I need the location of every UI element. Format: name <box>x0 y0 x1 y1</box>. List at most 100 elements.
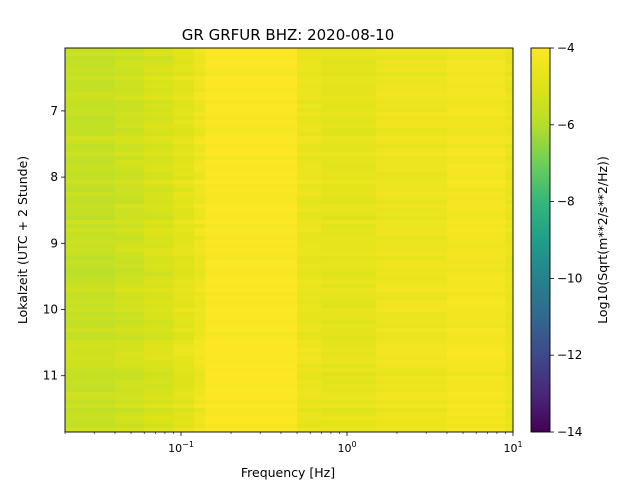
heatmap-cell <box>194 88 206 93</box>
heatmap-cell <box>297 68 322 73</box>
heatmap-cell <box>144 248 175 253</box>
heatmap-cell <box>194 400 206 405</box>
heatmap-cell <box>205 108 298 113</box>
heatmap-cell <box>205 216 298 221</box>
heatmap-cell <box>321 80 377 85</box>
heatmap-cell <box>65 112 116 117</box>
heatmap-cell <box>376 268 448 273</box>
heatmap-cell <box>114 248 145 253</box>
heatmap-cell <box>321 64 377 69</box>
heatmap-cell <box>205 220 298 225</box>
heatmap-cell <box>65 224 116 229</box>
heatmap-cell <box>321 144 377 149</box>
heatmap-cell <box>446 100 507 105</box>
heatmap-cell <box>321 300 377 305</box>
heatmap-cell <box>446 140 507 145</box>
heatmap-cell <box>114 276 145 281</box>
heatmap-cell <box>376 60 448 65</box>
heatmap-cell <box>446 204 507 209</box>
heatmap-cell <box>205 224 298 229</box>
heatmap-cell <box>376 64 448 69</box>
heatmap-cell <box>205 340 298 345</box>
heatmap-cell <box>446 236 507 241</box>
heatmap-cell <box>321 120 377 125</box>
heatmap-cell <box>65 200 116 205</box>
heatmap-cell <box>321 180 377 185</box>
heatmap-cell <box>321 208 377 213</box>
heatmap-cell <box>321 404 377 409</box>
heatmap-cell <box>205 404 298 409</box>
heatmap-cell <box>297 212 322 217</box>
heatmap-cell <box>505 288 513 293</box>
heatmap-cell <box>65 212 116 217</box>
heatmap-cell <box>446 212 507 217</box>
heatmap-cell <box>205 132 298 137</box>
heatmap-cell <box>376 332 448 337</box>
heatmap-cell <box>194 428 206 432</box>
heatmap-cell <box>194 404 206 409</box>
heatmap-cell <box>144 396 175 401</box>
heatmap-cell <box>144 372 175 377</box>
heatmap-cell <box>114 304 145 309</box>
heatmap-cell <box>376 352 448 357</box>
heatmap-cell <box>144 108 175 113</box>
heatmap-cell <box>446 284 507 289</box>
heatmap-cell <box>65 104 116 109</box>
heatmap-cell <box>376 212 448 217</box>
heatmap-cell <box>144 344 175 349</box>
heatmap-cell <box>194 340 206 345</box>
heatmap-cell <box>376 76 448 81</box>
heatmap-cell <box>144 296 175 301</box>
heatmap-cell <box>505 156 513 161</box>
heatmap-cell <box>114 172 145 177</box>
heatmap-cell <box>65 260 116 265</box>
heatmap-cell <box>376 336 448 341</box>
heatmap-cell <box>114 104 145 109</box>
heatmap-cell <box>144 60 175 65</box>
heatmap-cell <box>65 304 116 309</box>
heatmap-cell <box>65 220 116 225</box>
heatmap-cell <box>194 380 206 385</box>
heatmap-cell <box>114 64 145 69</box>
heatmap-cell <box>297 220 322 225</box>
heatmap-cell <box>194 196 206 201</box>
heatmap-cell <box>321 344 377 349</box>
heatmap-cell <box>205 428 298 432</box>
heatmap-cell <box>376 116 448 121</box>
heatmap-cell <box>114 212 145 217</box>
heatmap-cell <box>205 344 298 349</box>
heatmap-cell <box>173 392 195 397</box>
heatmap-cell <box>446 188 507 193</box>
heatmap-cell <box>114 256 145 261</box>
heatmap-cell <box>205 156 298 161</box>
heatmap-cell <box>114 320 145 325</box>
heatmap-cell <box>194 144 206 149</box>
heatmap-cell <box>505 360 513 365</box>
heatmap-cell <box>194 324 206 329</box>
colorbar-tick-label: −4 <box>557 41 575 55</box>
heatmap-cell <box>446 108 507 113</box>
heatmap-cell <box>297 88 322 93</box>
heatmap-cell <box>505 224 513 229</box>
heatmap-cell <box>144 76 175 81</box>
heatmap-cell <box>297 268 322 273</box>
heatmap-cell <box>114 120 145 125</box>
heatmap-cell <box>446 300 507 305</box>
heatmap-cell <box>297 324 322 329</box>
heatmap-cell <box>114 152 145 157</box>
heatmap-cell <box>173 380 195 385</box>
heatmap-cell <box>446 368 507 373</box>
heatmap-cell <box>297 296 322 301</box>
heatmap-cell <box>297 52 322 57</box>
heatmap-cell <box>205 348 298 353</box>
heatmap-cell <box>194 148 206 153</box>
heatmap-cell <box>65 404 116 409</box>
heatmap-cell <box>321 132 377 137</box>
heatmap-cell <box>505 88 513 93</box>
heatmap-cell <box>321 268 377 273</box>
heatmap-cell <box>65 264 116 269</box>
heatmap-cell <box>144 332 175 337</box>
heatmap-cell <box>144 304 175 309</box>
heatmap-cell <box>114 92 145 97</box>
heatmap-cell <box>505 332 513 337</box>
